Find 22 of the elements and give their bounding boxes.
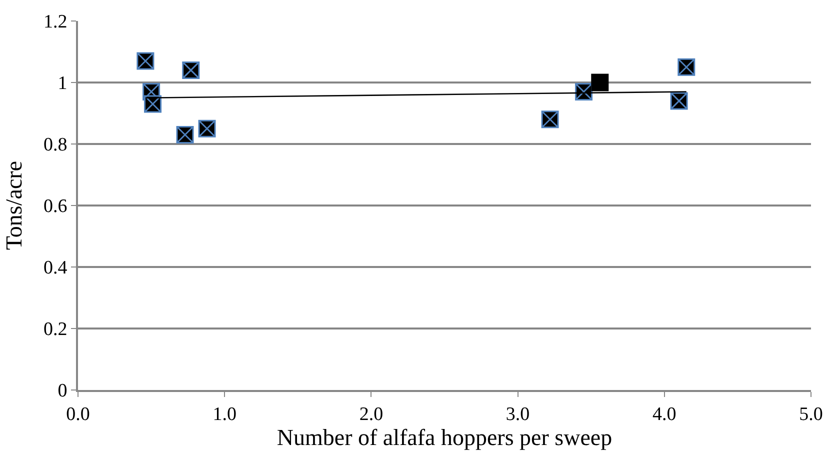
x-tick-label: 0.0 [66, 404, 90, 425]
point [541, 110, 559, 128]
x-tick-label: 2.0 [359, 404, 384, 425]
point [176, 126, 194, 144]
point [591, 74, 609, 92]
x-tick-label: 1.0 [212, 404, 236, 425]
point [136, 52, 154, 70]
point [198, 120, 216, 138]
y-tick-label: 1.2 [43, 12, 68, 33]
y-tick-label: 0.4 [43, 258, 68, 279]
y-tick-label: 0.6 [43, 196, 68, 218]
x-tick-label: 4.0 [652, 404, 676, 425]
y-tick-label: 0.2 [43, 319, 68, 340]
x-tick-label: 5.0 [799, 404, 823, 425]
point [678, 58, 696, 76]
y-axis-title: Tons/acre [1, 160, 26, 250]
y-tick-label: 0 [58, 380, 68, 402]
y-tick-label: 1 [58, 73, 68, 94]
x-axis-title: Number of alfafa hoppers per sweep [276, 424, 612, 450]
y-tick-label: 0.8 [43, 134, 68, 156]
x-tick-label: 3.0 [506, 404, 530, 425]
point [182, 61, 200, 79]
